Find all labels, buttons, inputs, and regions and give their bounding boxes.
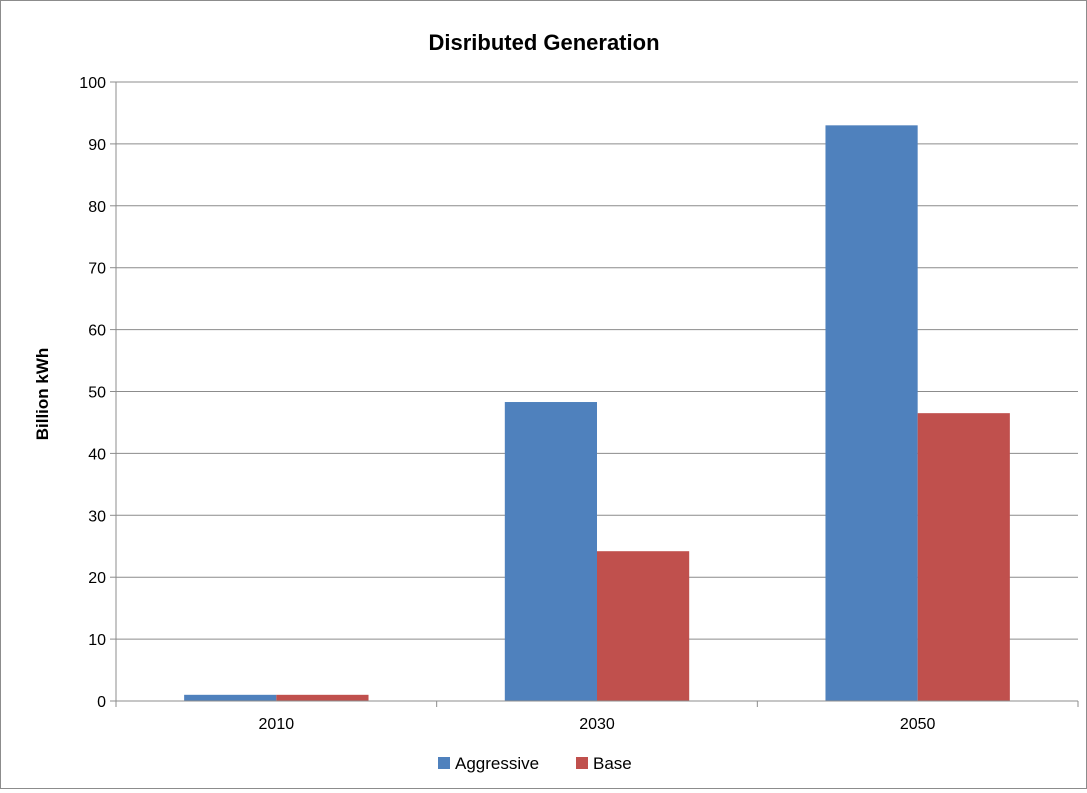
bar-aggressive-2030 <box>504 402 597 701</box>
y-tick-label: 40 <box>88 446 106 463</box>
legend-swatch-aggressive <box>438 757 450 769</box>
bars <box>184 125 1010 701</box>
y-tick-label: 10 <box>88 632 106 649</box>
legend-label-base: Base <box>593 754 632 773</box>
y-tick-label: 50 <box>88 385 106 402</box>
y-tick-label: 60 <box>88 323 106 340</box>
legend-label-aggressive: Aggressive <box>455 754 539 773</box>
y-tick-label: 100 <box>79 75 106 92</box>
y-tick-label: 90 <box>88 137 106 154</box>
y-axis-label: Billion kWh <box>33 348 52 441</box>
y-tick-label: 30 <box>88 508 106 525</box>
x-tick-label: 2050 <box>900 716 936 733</box>
x-tick-label: 2030 <box>579 716 615 733</box>
bar-aggressive-2050 <box>825 125 918 701</box>
x-tick-label: 2010 <box>259 716 295 733</box>
chart-title: Disributed Generation <box>428 30 659 55</box>
y-tick-label: 70 <box>88 261 106 278</box>
bar-base-2010 <box>276 694 369 701</box>
y-tick-label: 80 <box>88 199 106 216</box>
gridlines <box>116 81 1078 640</box>
legend-swatch-base <box>576 757 588 769</box>
y-tick-label: 0 <box>97 694 106 711</box>
bar-base-2050 <box>917 413 1010 701</box>
y-tick-label: 20 <box>88 570 106 587</box>
bar-aggressive-2010 <box>184 694 277 701</box>
legend: Aggressive Base <box>438 754 632 773</box>
bar-base-2030 <box>597 551 690 701</box>
